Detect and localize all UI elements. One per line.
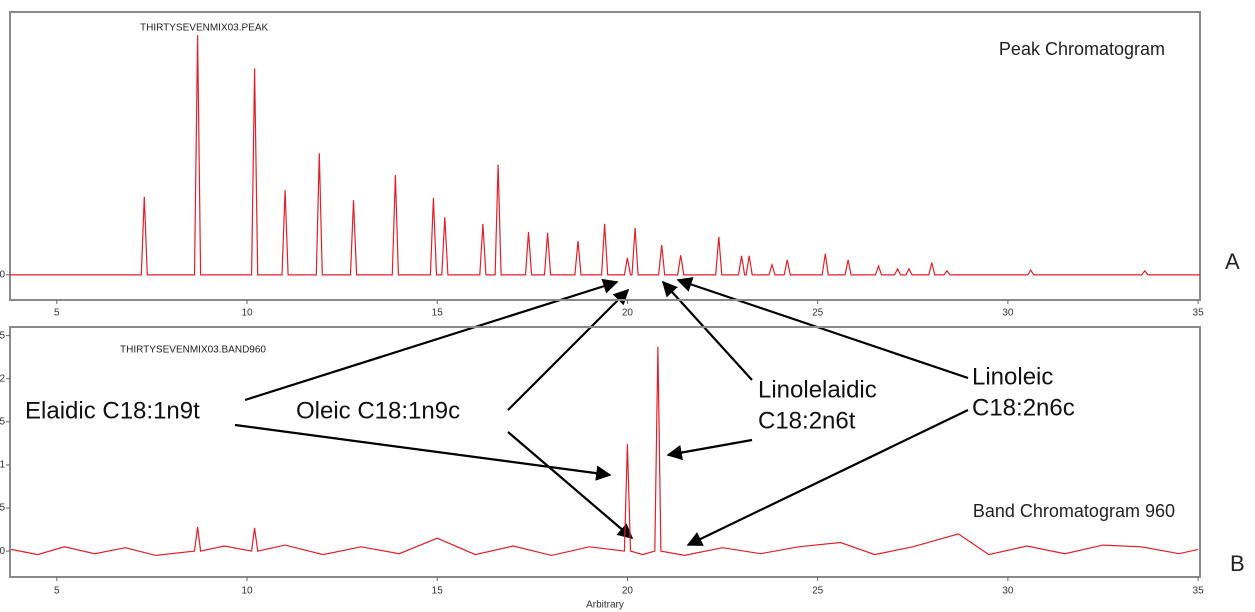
plot-frame xyxy=(9,326,1201,578)
arrow xyxy=(507,431,634,540)
chromatogram-line xyxy=(10,35,1200,276)
x-tick-label: 15 xyxy=(432,308,444,319)
arrow xyxy=(676,277,969,380)
x-tick-label: 10 xyxy=(241,586,253,597)
arrows xyxy=(234,277,969,546)
x-tick-label: 35 xyxy=(1193,586,1205,597)
y-tick-label: 0 xyxy=(0,546,5,557)
chart-annotation: Band Chromatogram 960 xyxy=(973,501,1175,521)
arrow xyxy=(666,438,753,461)
annotation: Oleic C18:1n9c xyxy=(296,397,460,424)
annotation: Linolelaidic xyxy=(758,376,877,403)
arrow xyxy=(507,288,630,411)
x-tick-label: 5 xyxy=(54,308,60,319)
arrow xyxy=(244,278,619,402)
y-tick-label: 1 xyxy=(0,460,5,471)
panel-label: B xyxy=(1230,551,1245,576)
x-tick-label: 30 xyxy=(1002,586,1014,597)
x-tick-label: 25 xyxy=(812,308,824,319)
x-tick-label: 35 xyxy=(1193,308,1205,319)
y-tick-label: 5 xyxy=(0,330,5,341)
y-tick-label: 5 xyxy=(0,416,5,427)
annotation: C18:2n6c xyxy=(972,394,1075,421)
y-tick-label: 2 xyxy=(0,373,5,384)
x-tick-label: 30 xyxy=(1002,308,1014,319)
arrow xyxy=(686,409,969,546)
x-tick-label: 15 xyxy=(432,586,444,597)
y-tick-label: 0 xyxy=(0,270,5,281)
x-tick-label: 20 xyxy=(622,308,634,319)
arrow xyxy=(661,280,753,381)
chart-title: THIRTYSEVENMIX03.BAND960 xyxy=(120,345,266,356)
annotation: Linoleic xyxy=(972,363,1053,390)
plot-frame xyxy=(9,11,1201,301)
annotation: C18:2n6t xyxy=(758,407,856,434)
x-tick-label: 5 xyxy=(54,586,60,597)
arrow xyxy=(234,423,612,481)
chart-title: THIRTYSEVENMIX03.PEAK xyxy=(140,23,269,34)
x-tick-label: 20 xyxy=(622,586,634,597)
x-tick-label: 10 xyxy=(241,308,253,319)
chart-annotation: Peak Chromatogram xyxy=(999,39,1165,59)
chromatogram-line xyxy=(10,346,1199,557)
annotation: Elaidic C18:1n9t xyxy=(25,397,200,424)
x-tick-label: 25 xyxy=(812,586,824,597)
y-tick-label: 5 xyxy=(0,503,5,514)
x-axis-label: Arbitrary xyxy=(586,600,624,611)
panel-label: A xyxy=(1225,249,1240,274)
